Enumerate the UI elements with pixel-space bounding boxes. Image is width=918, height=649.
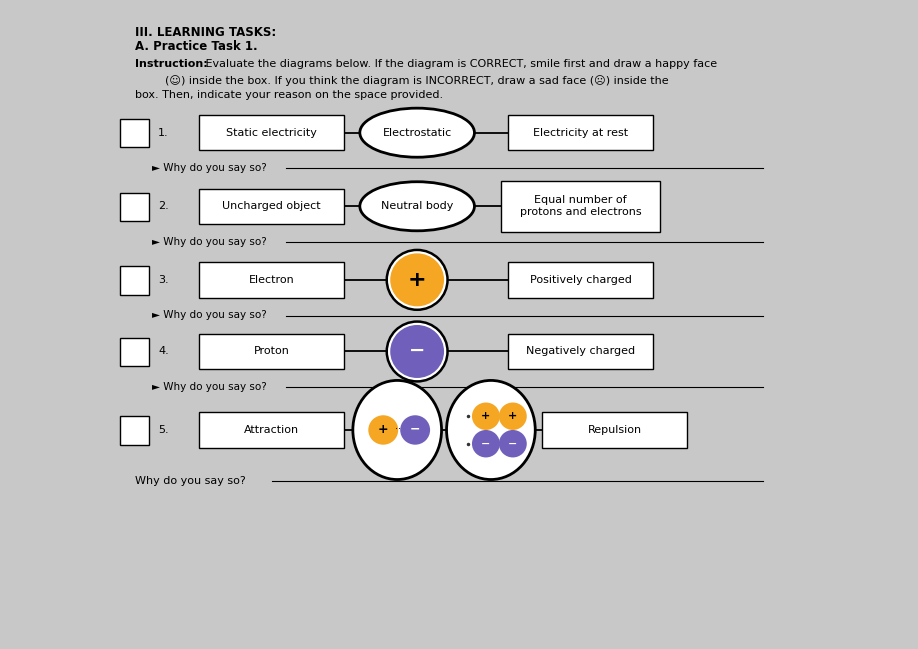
Text: Uncharged object: Uncharged object [222, 201, 321, 212]
Circle shape [400, 415, 431, 445]
FancyBboxPatch shape [199, 412, 344, 448]
FancyBboxPatch shape [509, 334, 653, 369]
FancyBboxPatch shape [120, 337, 149, 366]
FancyBboxPatch shape [120, 193, 149, 221]
Ellipse shape [353, 380, 442, 480]
Text: 4.: 4. [158, 347, 169, 356]
Text: Evaluate the diagrams below. If the diagram is CORRECT, smile first and draw a h: Evaluate the diagrams below. If the diag… [202, 59, 717, 69]
FancyBboxPatch shape [199, 262, 344, 297]
Text: Positively charged: Positively charged [530, 275, 632, 285]
Text: +: + [509, 411, 518, 421]
Text: Electrostatic: Electrostatic [383, 128, 452, 138]
Text: −: − [410, 422, 420, 435]
Text: (☺) inside the box. If you think the diagram is INCORRECT, draw a sad face (☹) i: (☺) inside the box. If you think the dia… [165, 75, 668, 86]
Text: Electron: Electron [249, 275, 295, 285]
Circle shape [390, 253, 444, 306]
Ellipse shape [446, 380, 535, 480]
FancyBboxPatch shape [120, 416, 149, 445]
Ellipse shape [360, 108, 475, 157]
Text: ► Why do you say so?: ► Why do you say so? [152, 310, 267, 320]
FancyBboxPatch shape [120, 266, 149, 295]
Ellipse shape [360, 182, 475, 231]
Circle shape [472, 402, 500, 430]
FancyBboxPatch shape [120, 119, 149, 147]
Text: Neutral body: Neutral body [381, 201, 453, 212]
Text: box. Then, indicate your reason on the space provided.: box. Then, indicate your reason on the s… [135, 90, 443, 99]
Circle shape [386, 250, 448, 310]
Text: Repulsion: Repulsion [588, 425, 642, 435]
Text: III. LEARNING TASKS:: III. LEARNING TASKS: [135, 26, 276, 39]
Text: Instruction:: Instruction: [135, 59, 207, 69]
FancyBboxPatch shape [509, 262, 653, 297]
Text: 3.: 3. [158, 275, 169, 285]
Text: −: − [409, 341, 425, 360]
FancyBboxPatch shape [509, 115, 653, 151]
Circle shape [472, 430, 500, 458]
Text: Equal number of
protons and electrons: Equal number of protons and electrons [520, 195, 642, 217]
Text: ··: ·· [396, 424, 401, 434]
Text: A. Practice Task 1.: A. Practice Task 1. [135, 40, 258, 53]
Text: 1.: 1. [158, 128, 169, 138]
Text: Why do you say so?: Why do you say so? [135, 476, 246, 486]
Circle shape [386, 321, 448, 382]
Circle shape [368, 415, 398, 445]
Circle shape [498, 430, 527, 458]
Circle shape [390, 325, 444, 378]
FancyBboxPatch shape [543, 412, 687, 448]
FancyBboxPatch shape [199, 334, 344, 369]
Text: Attraction: Attraction [244, 425, 299, 435]
Text: +: + [408, 270, 427, 290]
FancyBboxPatch shape [199, 115, 344, 151]
Text: +: + [481, 411, 490, 421]
Text: Static electricity: Static electricity [226, 128, 317, 138]
Text: ► Why do you say so?: ► Why do you say so? [152, 382, 267, 392]
Text: −: − [509, 439, 518, 448]
Text: +: + [378, 424, 388, 437]
Text: ► Why do you say so?: ► Why do you say so? [152, 237, 267, 247]
Text: 5.: 5. [158, 425, 169, 435]
FancyBboxPatch shape [199, 189, 344, 224]
Circle shape [498, 402, 527, 430]
Text: −: − [481, 439, 490, 448]
Text: Electricity at rest: Electricity at rest [533, 128, 628, 138]
Text: 2.: 2. [158, 201, 169, 212]
FancyBboxPatch shape [501, 181, 660, 232]
Text: ► Why do you say so?: ► Why do you say so? [152, 163, 267, 173]
Text: Negatively charged: Negatively charged [526, 347, 635, 356]
Text: Proton: Proton [253, 347, 289, 356]
